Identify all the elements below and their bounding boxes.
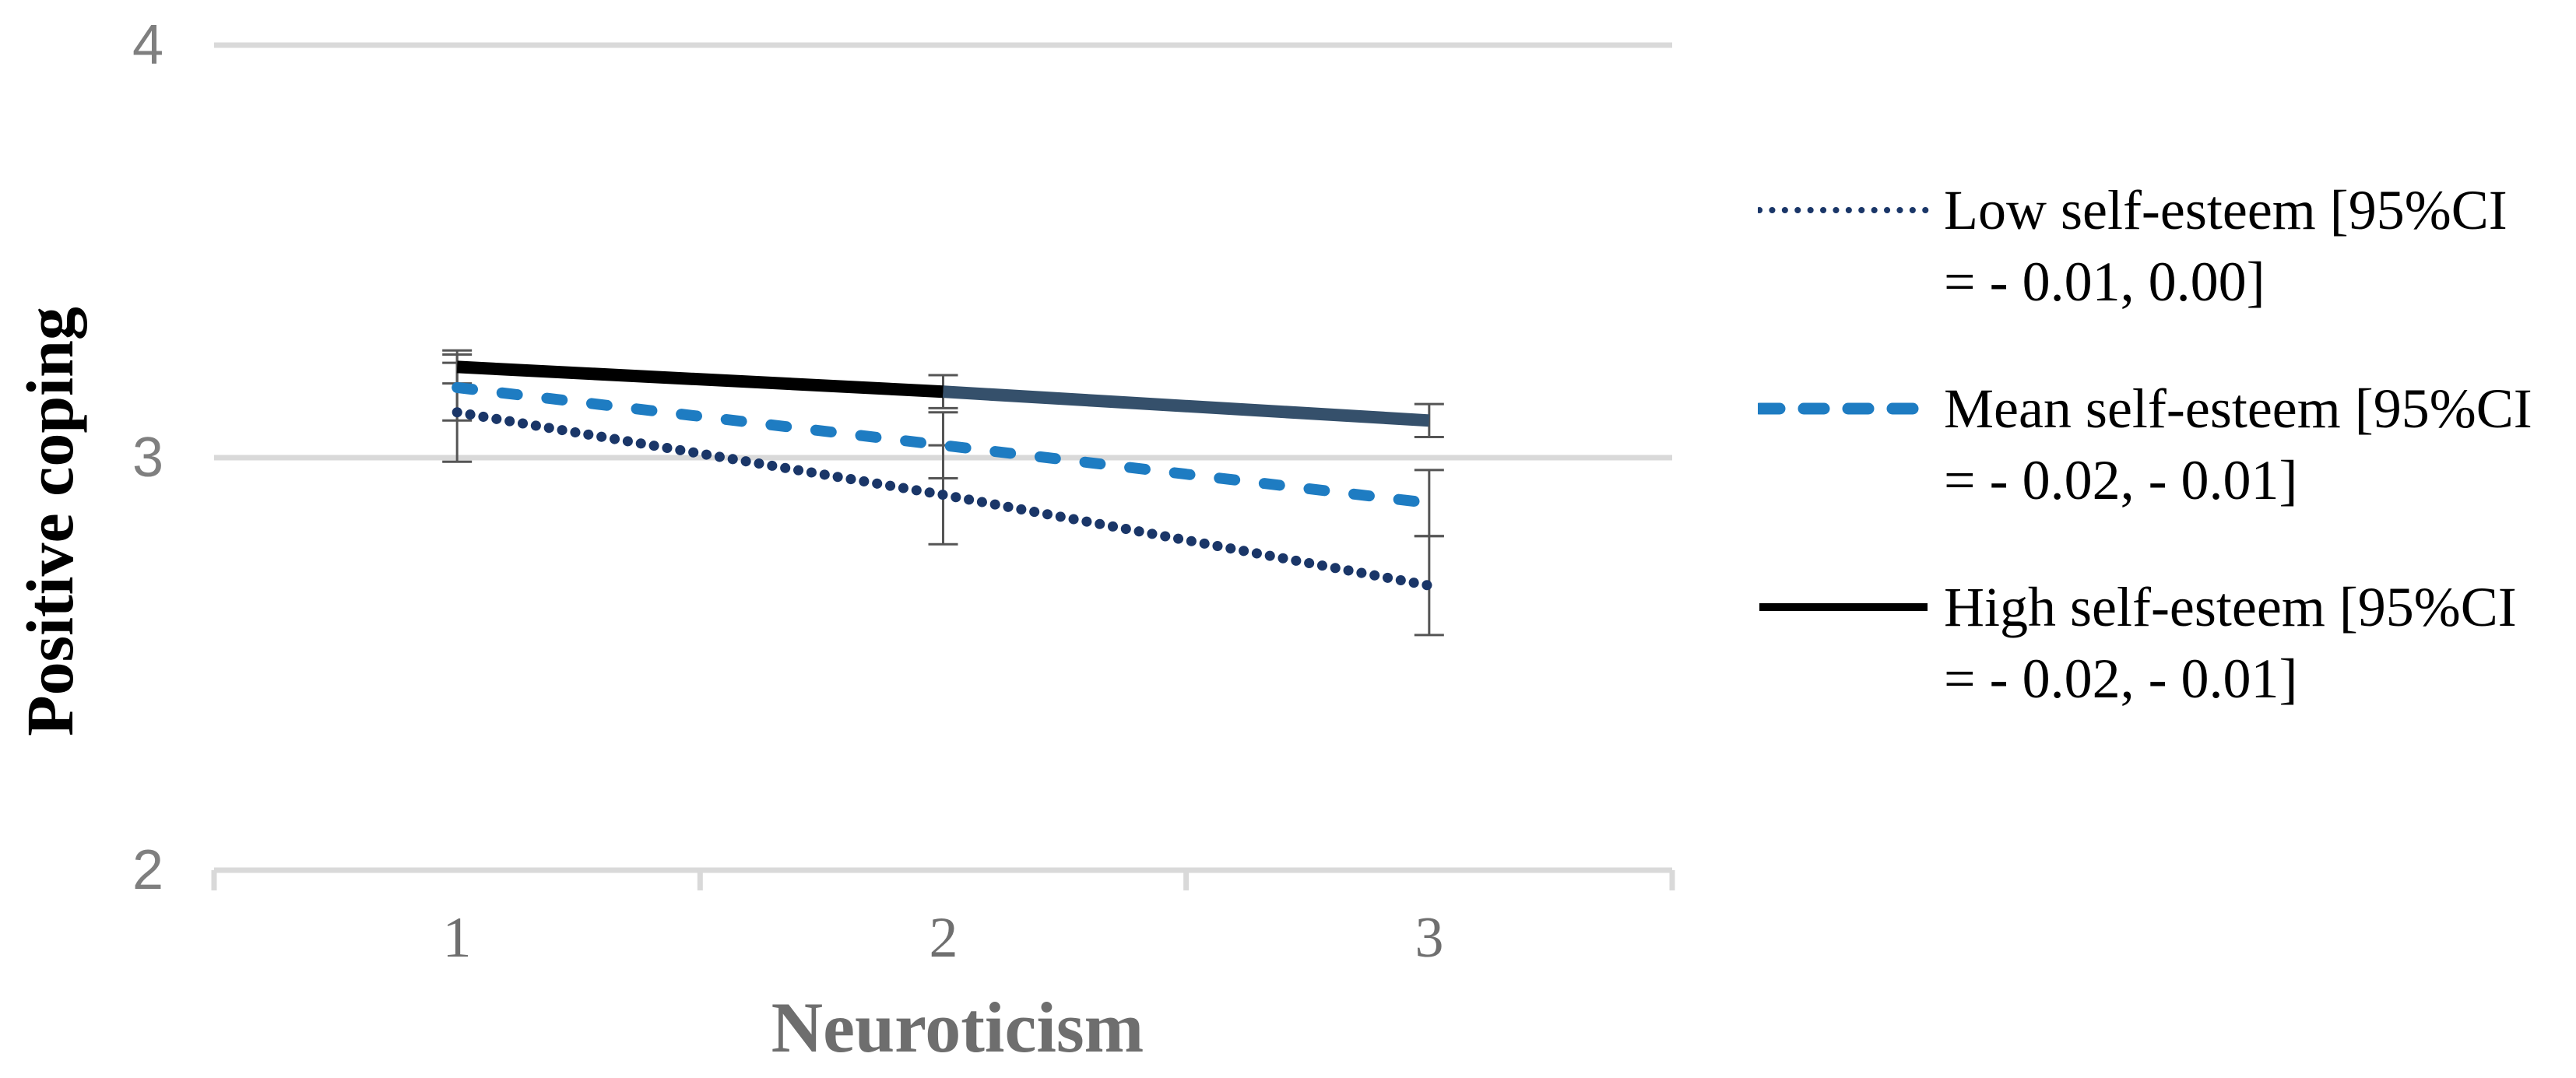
legend-label-mean: Mean self-esteem [95%CI = - 0.02, - 0.01… bbox=[1944, 377, 2532, 511]
series-line-low bbox=[452, 407, 1435, 591]
series-line-high bbox=[456, 360, 944, 399]
legend-sample-dotted-line bbox=[1758, 207, 1929, 213]
series-line-mean bbox=[452, 381, 1435, 509]
legend-entry-low: Low self-esteem [95%CI = - 0.01, 0.00] bbox=[1758, 174, 2507, 318]
legend-sample-dashed-line bbox=[1758, 402, 1929, 415]
y-tick-label-3: 3 bbox=[132, 427, 163, 489]
x-tick-label-3: 3 bbox=[1415, 906, 1444, 970]
legend-entry-mean: Mean self-esteem [95%CI = - 0.02, - 0.01… bbox=[1758, 373, 2532, 516]
x-axis-title: Neuroticism bbox=[771, 988, 1144, 1067]
x-tick-label-1: 1 bbox=[442, 906, 472, 970]
y-axis-title: Positive coping bbox=[12, 307, 87, 736]
y-tick-label-4: 4 bbox=[132, 14, 163, 76]
legend-sample-solid-line bbox=[1759, 603, 1928, 611]
x-tick-label-2: 2 bbox=[929, 906, 958, 970]
series-line-high bbox=[943, 385, 1430, 427]
legend-label-low: Low self-esteem [95%CI = - 0.01, 0.00] bbox=[1944, 179, 2507, 313]
legend-label-high: High self-esteem [95%CI = - 0.02, - 0.01… bbox=[1944, 576, 2517, 710]
legend-entry-high: High self-esteem [95%CI = - 0.02, - 0.01… bbox=[1758, 571, 2517, 715]
y-tick-label-2: 2 bbox=[132, 839, 163, 901]
